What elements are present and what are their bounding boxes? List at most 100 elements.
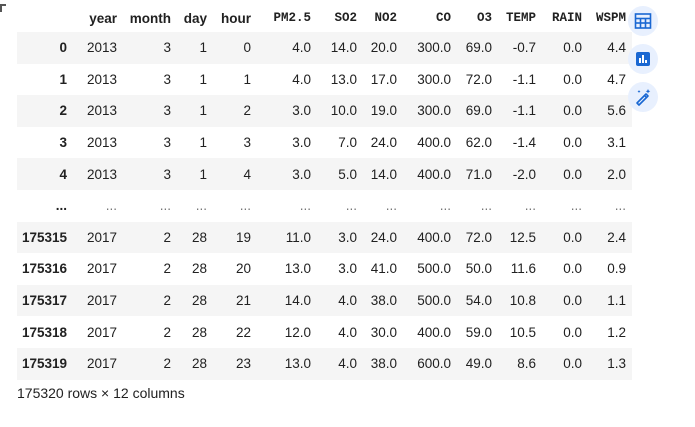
cell-year: 2013 bbox=[86, 135, 117, 151]
cell-pm25: 13.0 bbox=[284, 356, 311, 372]
cell-year: 2013 bbox=[86, 103, 117, 119]
row-index: ... bbox=[55, 198, 67, 214]
cell-wspm: 2.4 bbox=[607, 229, 626, 245]
cell-year: 2013 bbox=[86, 40, 117, 56]
cell-year: 2017 bbox=[86, 356, 117, 372]
suggest-charts-button[interactable] bbox=[628, 44, 658, 74]
cell-so2: 4.0 bbox=[338, 356, 357, 372]
cell-year: 2017 bbox=[86, 293, 117, 309]
cell-so2: 3.0 bbox=[338, 261, 357, 277]
output-action-buttons bbox=[628, 6, 658, 112]
row-index: 175319 bbox=[21, 356, 67, 372]
cell-rain: 0.0 bbox=[563, 261, 582, 277]
cell-no2: 38.0 bbox=[370, 293, 397, 309]
cell-day: 1 bbox=[199, 166, 207, 182]
cell-pm25: ... bbox=[299, 198, 311, 214]
row-index: 4 bbox=[59, 166, 67, 182]
cell-o3: ... bbox=[480, 198, 492, 214]
cell-so2: ... bbox=[345, 198, 357, 214]
cell-o3: 49.0 bbox=[465, 356, 492, 372]
column-header-rain: RAIN bbox=[551, 11, 582, 25]
table-row: 3 2013 3 1 3 3.0 7.0 24.0 400.0 62.0 -1.4 0.0 3.1 bbox=[17, 126, 632, 159]
cell-co: 300.0 bbox=[417, 71, 451, 87]
row-index: 3 bbox=[59, 135, 67, 151]
cell-year: 2017 bbox=[86, 261, 117, 277]
cell-so2: 4.0 bbox=[338, 324, 357, 340]
cell-no2: 17.0 bbox=[370, 71, 397, 87]
dataframe-shape-label: 175320 rows × 12 columns bbox=[17, 385, 185, 401]
table-row: 4 2013 3 1 4 3.0 5.0 14.0 400.0 71.0 -2.0 0.0 2.0 bbox=[17, 158, 632, 190]
cell-co: 400.0 bbox=[417, 229, 451, 245]
cell-year: ... bbox=[105, 198, 117, 214]
cell-day: 28 bbox=[191, 261, 207, 277]
cell-month: 3 bbox=[163, 71, 171, 87]
generate-code-button[interactable] bbox=[628, 82, 658, 112]
cell-temp: ... bbox=[524, 198, 536, 214]
cell-month: 2 bbox=[163, 356, 171, 372]
column-header-month: month bbox=[129, 10, 171, 26]
cell-wspm: 1.3 bbox=[607, 356, 626, 372]
convert-to-interactive-table-button[interactable] bbox=[628, 6, 658, 36]
cell-o3: 69.0 bbox=[465, 103, 492, 119]
cell-o3: 62.0 bbox=[465, 135, 492, 151]
cell-co: 500.0 bbox=[417, 261, 451, 277]
cell-hour: 0 bbox=[243, 40, 251, 56]
ellipsis-row: ....................................... bbox=[17, 189, 632, 222]
cell-no2: 20.0 bbox=[370, 40, 397, 56]
cell-day: 1 bbox=[199, 71, 207, 87]
cell-wspm: 4.7 bbox=[607, 71, 626, 87]
cell-co: 300.0 bbox=[417, 40, 451, 56]
column-header-temp: TEMP bbox=[505, 11, 536, 25]
cell-year: 2013 bbox=[86, 71, 117, 87]
cell-so2: 10.0 bbox=[330, 103, 357, 119]
cell-o3: 72.0 bbox=[465, 71, 492, 87]
cell-co: 400.0 bbox=[417, 166, 451, 182]
cell-co: 400.0 bbox=[417, 135, 451, 151]
cell-pm25: 4.0 bbox=[292, 40, 311, 56]
cell-co: 500.0 bbox=[417, 293, 451, 309]
bar-chart-icon bbox=[636, 52, 650, 66]
table-row: 175319 2017 2 28 23 13.0 4.0 38.0 600.0 49.0 8.6 0.… bbox=[17, 347, 632, 380]
cell-pm25: 3.0 bbox=[292, 135, 311, 151]
cell-day: ... bbox=[195, 198, 207, 214]
cell-temp: 8.6 bbox=[517, 356, 536, 372]
row-index: 2 bbox=[59, 103, 67, 119]
dataframe-table: year month day hour PM2.5 SO2 NO2 CO O3 … bbox=[17, 4, 632, 380]
row-index: 1 bbox=[59, 71, 67, 87]
cell-month: 2 bbox=[163, 261, 171, 277]
table-row: 0 2013 3 1 0 4.0 14.0 20.0 300.0 69.0 -0.7 0.0 4.4 bbox=[17, 32, 632, 64]
table-row: 2 2013 3 1 2 3.0 10.0 19.0 300.0 69.0 -1.1 0.0 5.6 bbox=[17, 95, 632, 127]
cell-rain: 0.0 bbox=[563, 40, 582, 56]
cell-co: 400.0 bbox=[417, 324, 451, 340]
cell-rain: 0.0 bbox=[563, 166, 582, 182]
column-header-no2: NO2 bbox=[374, 11, 397, 25]
cell-month: 3 bbox=[163, 135, 171, 151]
cell-temp: -1.1 bbox=[512, 71, 536, 87]
magic-wand-icon bbox=[636, 89, 651, 106]
cell-temp: -1.1 bbox=[512, 103, 536, 119]
cell-no2: 24.0 bbox=[370, 135, 397, 151]
table-row: 1 2013 3 1 1 4.0 13.0 17.0 300.0 72.0 -1.1 0.0 4.7 bbox=[17, 63, 632, 96]
column-header-co: CO bbox=[435, 11, 451, 25]
cell-temp: 10.8 bbox=[509, 293, 536, 309]
column-header-so2: SO2 bbox=[334, 11, 357, 25]
output-corner-marker bbox=[0, 4, 6, 12]
cell-no2: 38.0 bbox=[370, 356, 397, 372]
cell-wspm: 2.0 bbox=[607, 166, 626, 182]
cell-rain: 0.0 bbox=[563, 356, 582, 372]
table-row: 175316 2017 2 28 20 13.0 3.0 41.0 500.0 50.0 11.6 0… bbox=[17, 253, 632, 285]
cell-pm25: 3.0 bbox=[292, 103, 311, 119]
cell-day: 28 bbox=[191, 324, 207, 340]
cell-day: 1 bbox=[199, 40, 207, 56]
cell-wspm: 4.4 bbox=[607, 40, 626, 56]
cell-wspm: 3.1 bbox=[607, 135, 626, 151]
cell-temp: 12.5 bbox=[509, 229, 536, 245]
header-row: year month day hour PM2.5 SO2 NO2 CO O3 … bbox=[17, 4, 632, 32]
cell-day: 28 bbox=[191, 293, 207, 309]
cell-pm25: 12.0 bbox=[284, 324, 311, 340]
cell-month: 2 bbox=[163, 293, 171, 309]
cell-wspm: ... bbox=[614, 198, 626, 214]
cell-day: 1 bbox=[199, 135, 207, 151]
cell-pm25: 13.0 bbox=[284, 261, 311, 277]
cell-no2: 41.0 bbox=[370, 261, 397, 277]
